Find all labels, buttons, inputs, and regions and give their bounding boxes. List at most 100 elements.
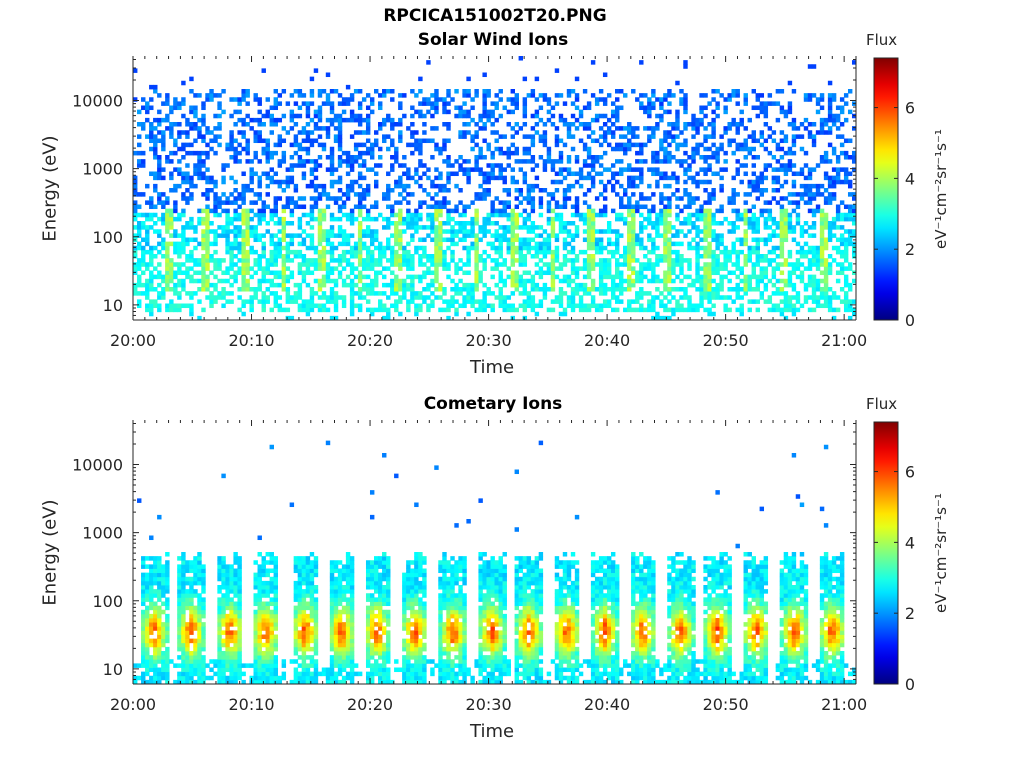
heatmap-cell xyxy=(811,233,817,238)
heatmap-cell xyxy=(735,216,740,222)
heatmap-cell xyxy=(349,282,355,288)
heatmap-cell xyxy=(185,134,190,139)
heatmap-cell xyxy=(602,134,608,139)
heatmap-cell xyxy=(667,299,672,304)
heatmap-cell xyxy=(474,134,479,139)
heatmap-cell xyxy=(735,159,740,164)
heatmap-cell xyxy=(233,274,238,280)
heatmap-cell xyxy=(827,175,833,181)
heatmap-cell xyxy=(631,258,636,263)
heatmap-cell xyxy=(205,233,210,238)
heatmap-cell xyxy=(446,175,451,181)
heatmap-cell xyxy=(474,159,479,164)
heatmap-cell xyxy=(141,646,146,652)
heatmap-cell xyxy=(173,233,178,238)
heatmap-cell xyxy=(787,307,793,313)
heatmap-cell xyxy=(502,105,507,111)
heatmap-cell xyxy=(831,225,837,230)
heatmap-cell xyxy=(398,163,403,168)
heatmap-cell xyxy=(369,311,375,317)
heatmap-cell xyxy=(337,270,343,276)
heatmap-cell xyxy=(667,225,672,230)
heatmap-cell xyxy=(779,155,785,160)
heatmap-cell xyxy=(598,229,604,234)
heatmap-cell xyxy=(574,204,580,210)
heatmap-cell xyxy=(807,175,813,181)
heatmap-cell xyxy=(598,192,604,197)
heatmap-cell xyxy=(631,233,636,238)
heatmap-cell xyxy=(570,249,576,255)
heatmap-cell xyxy=(619,254,624,259)
heatmap-cell xyxy=(253,262,258,267)
heatmap-cell xyxy=(333,303,339,309)
heatmap-cell xyxy=(193,93,198,98)
heatmap-cell xyxy=(526,303,532,309)
heatmap-cell xyxy=(771,167,777,172)
heatmap-cell xyxy=(570,134,576,139)
heatmap-cell xyxy=(297,204,303,210)
heatmap-cell xyxy=(530,278,536,284)
heatmap-cell xyxy=(803,254,809,259)
heatmap-cell xyxy=(161,287,166,292)
heatmap-cell xyxy=(285,175,291,181)
heatmap-cell xyxy=(285,291,291,296)
heatmap-cell xyxy=(510,233,515,238)
heatmap-cell xyxy=(502,282,507,288)
heatmap-cell xyxy=(847,183,853,189)
heatmap-cell xyxy=(209,97,214,102)
heatmap-cell xyxy=(707,196,712,201)
heatmap-cell xyxy=(249,274,254,280)
heatmap-cell xyxy=(639,237,644,243)
heatmap-cell xyxy=(771,221,777,226)
heatmap-cell xyxy=(751,221,756,226)
heatmap-cell xyxy=(719,282,724,288)
heatmap-cell xyxy=(795,171,801,177)
heatmap-cell xyxy=(149,580,154,586)
heatmap-cell xyxy=(819,105,825,111)
heatmap-cell xyxy=(229,274,234,280)
heatmap-cell xyxy=(534,282,540,288)
heatmap-cell xyxy=(189,225,194,230)
heatmap-cell xyxy=(663,307,668,313)
heatmap-cell xyxy=(791,142,797,148)
heatmap-cell xyxy=(534,270,540,276)
heatmap-cell xyxy=(803,183,809,189)
heatmap-cell xyxy=(173,101,178,106)
heatmap-cell xyxy=(217,225,222,230)
heatmap-cell xyxy=(149,278,154,284)
heatmap-cell xyxy=(711,97,716,102)
heatmap-cell xyxy=(277,221,283,226)
heatmap-cell xyxy=(775,167,781,172)
heatmap-cell xyxy=(157,192,162,197)
heatmap-cell xyxy=(767,150,773,156)
heatmap-cell xyxy=(229,113,234,119)
heatmap-cell xyxy=(619,216,624,222)
heatmap-cell xyxy=(378,303,383,309)
heatmap-cell xyxy=(361,262,367,267)
heatmap-cell xyxy=(462,212,467,218)
heatmap-cell xyxy=(715,295,720,300)
heatmap-cell xyxy=(735,130,740,135)
heatmap-cell xyxy=(430,278,435,284)
heatmap-cell xyxy=(482,113,487,119)
heatmap-cell xyxy=(406,241,411,247)
heatmap-cell xyxy=(691,122,696,127)
heatmap-cell xyxy=(305,109,311,115)
heatmap-cell xyxy=(839,299,845,304)
heatmap-cell xyxy=(149,134,154,139)
heatmap-cell xyxy=(807,307,813,313)
heatmap-cell xyxy=(305,282,311,288)
heatmap-cell xyxy=(482,249,487,255)
heatmap-cell xyxy=(747,179,752,185)
heatmap-cell xyxy=(189,258,194,263)
heatmap-cell xyxy=(157,93,162,98)
heatmap-cell xyxy=(719,221,724,226)
heatmap-cell xyxy=(755,237,760,243)
heatmap-cell xyxy=(361,216,367,222)
heatmap-cell xyxy=(582,229,588,234)
heatmap-cell xyxy=(374,274,379,280)
heatmap-cell xyxy=(639,212,644,218)
heatmap-cell xyxy=(538,117,544,123)
heatmap-cell xyxy=(153,84,158,90)
heatmap-cell xyxy=(281,229,287,234)
